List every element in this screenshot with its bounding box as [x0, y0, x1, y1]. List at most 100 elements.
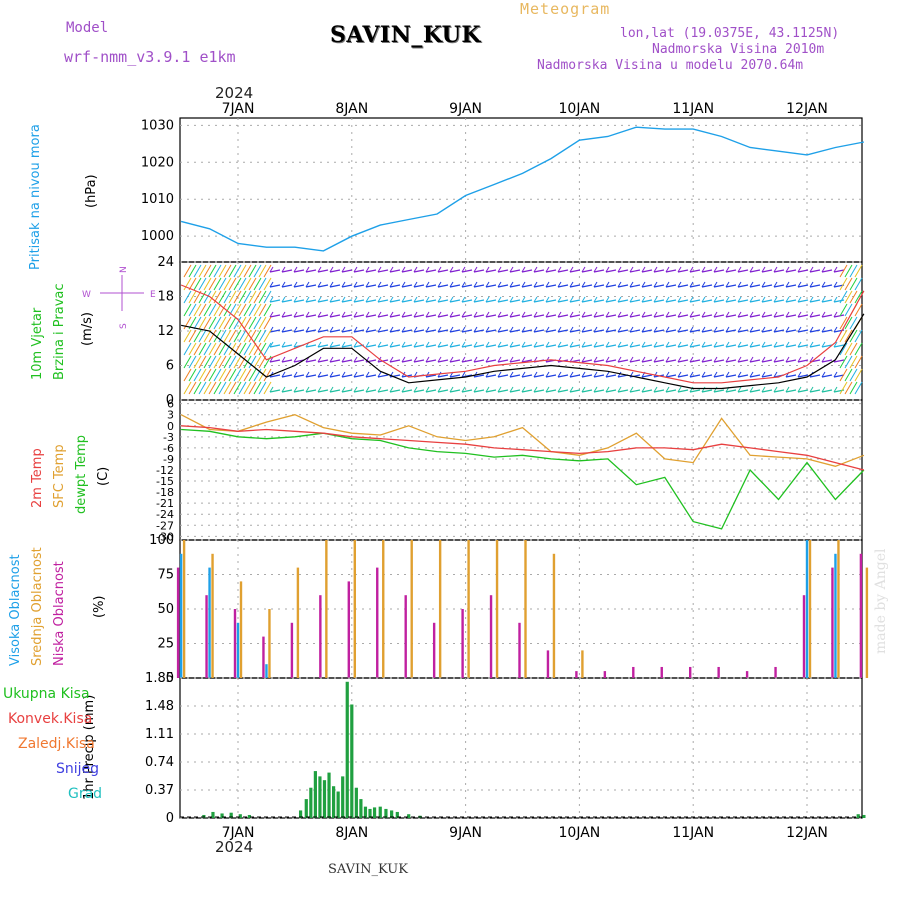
wind-barb	[605, 314, 617, 318]
wind-barb	[701, 311, 706, 318]
wind-barb	[248, 277, 257, 291]
wind-barb	[653, 311, 658, 318]
wind-barb	[193, 316, 202, 330]
wind-barb	[761, 389, 773, 393]
wind-barb	[461, 314, 473, 318]
cloud-bar-niska	[290, 622, 294, 678]
wind-barb	[193, 355, 202, 369]
cloud-bar-niska	[546, 650, 550, 678]
y-tick-label: -21	[156, 497, 174, 510]
wind-barb	[253, 355, 262, 369]
wind-barb	[797, 389, 809, 393]
wind-barb	[449, 311, 454, 318]
wind-barb	[198, 277, 207, 291]
wind-barb	[263, 368, 272, 382]
wind-barb	[269, 386, 274, 393]
wind-barb	[485, 299, 497, 303]
wind-barb	[449, 284, 461, 288]
wind-barb	[725, 371, 730, 378]
wind-barb	[849, 329, 858, 343]
wind-barb	[641, 296, 646, 303]
wind-barb	[821, 386, 826, 393]
wind-barb	[305, 266, 310, 273]
wind-barb	[263, 290, 272, 304]
wind-barb	[269, 299, 281, 303]
wind-barb	[677, 281, 682, 288]
wind-barb	[677, 326, 682, 333]
wind-barb	[785, 281, 790, 288]
wind-barb	[389, 359, 401, 363]
wind-barb	[737, 296, 742, 303]
precip-bar	[390, 810, 394, 818]
wind-barb	[389, 266, 394, 273]
wind-barb	[437, 269, 449, 273]
wind-barb	[545, 284, 557, 288]
wind-barb	[809, 284, 821, 288]
wind-barb	[365, 296, 370, 303]
wind-barb	[689, 281, 694, 288]
wind-barb	[545, 356, 550, 363]
wind-barb	[737, 281, 742, 288]
wind-barb	[281, 311, 286, 318]
wind-barb	[701, 386, 706, 393]
wind-barb	[533, 389, 545, 393]
wind-barb	[413, 344, 425, 348]
wind-barb	[713, 299, 725, 303]
wind-barb	[437, 359, 449, 363]
wind-barb	[193, 329, 202, 343]
wind-barb	[569, 341, 574, 348]
wind-barb	[797, 326, 802, 333]
wind-barb	[253, 277, 262, 291]
wind-barb	[449, 341, 454, 348]
wind-barb	[281, 314, 293, 318]
wind-barb	[725, 344, 737, 348]
wind-barb	[305, 284, 317, 288]
wind-barb	[281, 389, 293, 393]
legend-hail: Grad	[68, 786, 103, 802]
wind-barb	[233, 277, 242, 291]
wind-barb	[533, 284, 545, 288]
wind-barb	[641, 299, 653, 303]
wind-barb	[773, 386, 778, 393]
wind-barb	[353, 374, 365, 378]
lonlat-label: lon,lat (19.0375E, 43.1125N)	[620, 26, 840, 41]
wind-barb	[629, 356, 634, 363]
wind-barb	[617, 296, 622, 303]
wind-barb	[641, 374, 653, 378]
wind-barb	[218, 303, 227, 317]
wind-barb	[281, 374, 293, 378]
precip-bar	[211, 811, 215, 818]
wind-barb	[253, 329, 262, 343]
wind-barb	[785, 359, 797, 363]
wind-barb	[545, 329, 557, 333]
wind-barb	[617, 341, 622, 348]
wind-barb	[353, 269, 365, 273]
wind-barb	[269, 329, 281, 333]
wind-barb	[389, 299, 401, 303]
legend-snow: Snijeg	[56, 761, 100, 777]
wind-barb	[497, 284, 509, 288]
wind-barb	[701, 314, 713, 318]
wind-barb	[569, 269, 581, 273]
wind-barb	[713, 284, 725, 288]
wind-barb	[581, 284, 593, 288]
wind-barb	[509, 371, 514, 378]
wind-barb	[581, 281, 586, 288]
wind-barb	[401, 356, 406, 363]
wind-barb	[248, 355, 257, 369]
wind-barb	[653, 356, 658, 363]
cloud-bar-srednja	[325, 540, 328, 678]
wind-barb	[305, 311, 310, 318]
wind-barb	[849, 264, 858, 278]
wind-barb	[509, 284, 521, 288]
wind-barb	[329, 299, 341, 303]
wind-barb	[593, 359, 605, 363]
wind-barb	[293, 296, 298, 303]
wind-barb	[581, 359, 593, 363]
wind-barb	[593, 386, 598, 393]
wind-barb	[797, 269, 809, 273]
precip-bar	[327, 772, 331, 818]
wind-barb	[833, 326, 838, 333]
wind-barb	[243, 368, 252, 382]
wind-barb	[677, 296, 682, 303]
